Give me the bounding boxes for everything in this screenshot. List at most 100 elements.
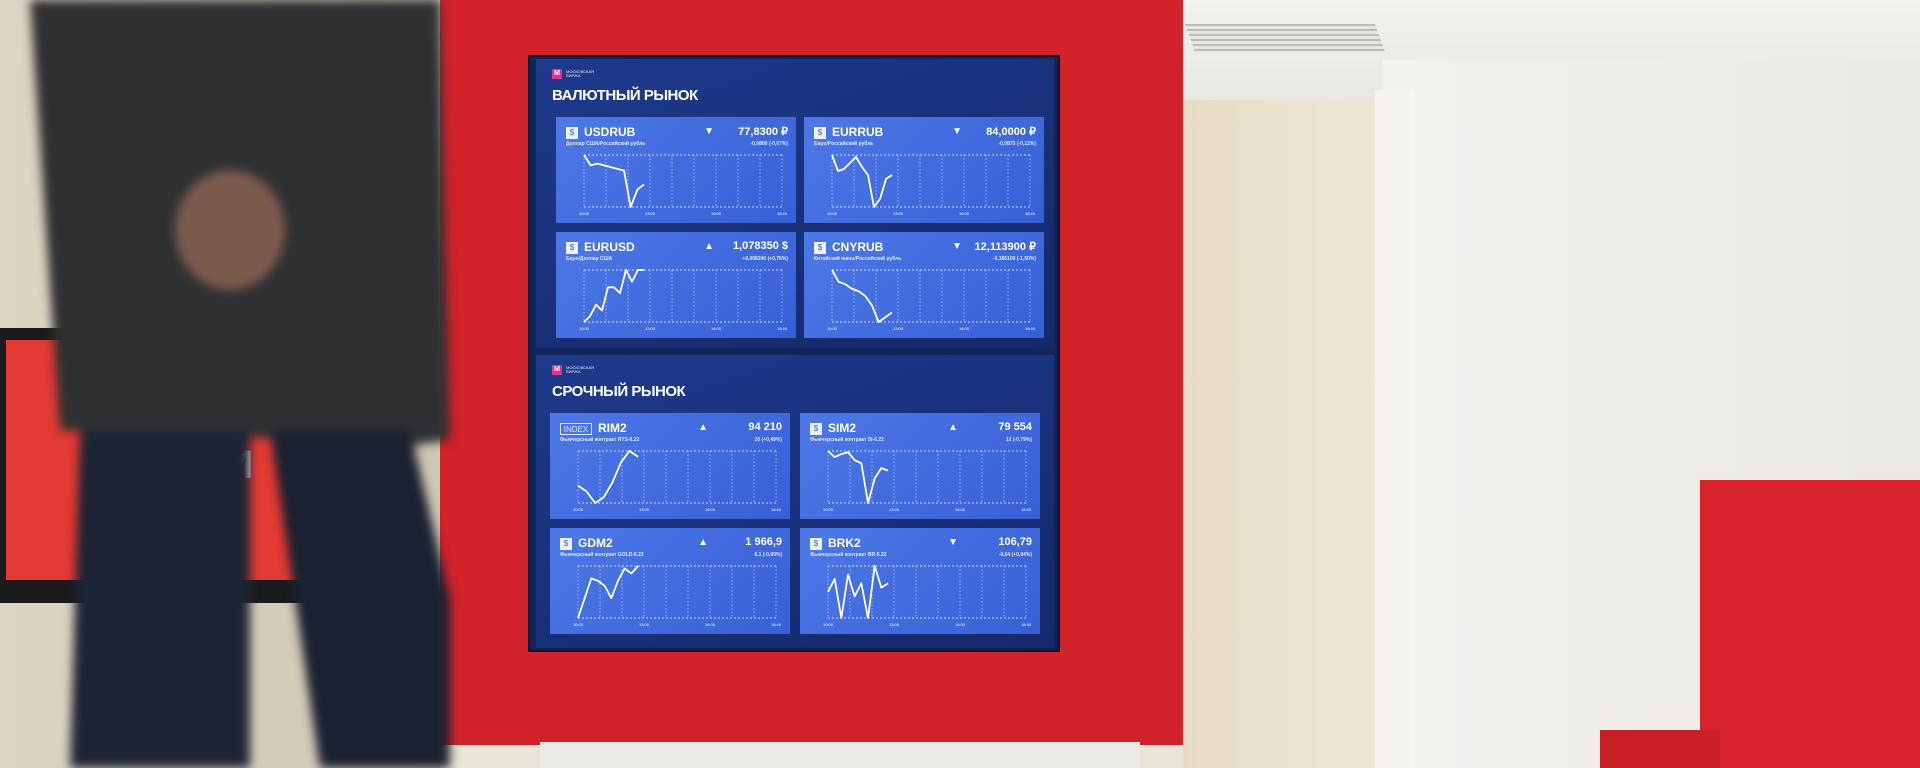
price-change: +0,008240 (+0,76%) (742, 256, 788, 262)
price: 1 966,9 (745, 536, 782, 548)
ticker: BRK2 (828, 536, 861, 550)
price-line (831, 269, 893, 323)
price-line (583, 269, 644, 323)
triangle-down-icon: ▼ (952, 126, 962, 137)
price: 79 554 (998, 421, 1032, 433)
time-tick-label: 18:40 (1025, 211, 1036, 216)
ticker: EURRUB (832, 125, 884, 139)
price-line (583, 154, 645, 208)
triangle-up-icon: ▲ (948, 422, 958, 433)
time-tick-label: 16:00 (955, 622, 966, 627)
time-tick-label: 13:00 (639, 507, 650, 512)
ticker: SIM2 (828, 421, 857, 435)
time-tick-label: 13:00 (639, 622, 650, 627)
walking-person (30, 0, 450, 768)
triangle-down-icon: ▼ (952, 241, 962, 252)
price-line (577, 450, 639, 504)
moex-logo: M МОСКОВСКАЯ БИРЖА (552, 69, 596, 79)
ticker: CNYRUB (832, 240, 884, 254)
time-tick-label: 16:00 (959, 326, 970, 331)
time-tick-label: 18:40 (771, 507, 782, 512)
section-title: СРОЧНЫЙ РЫНОК (552, 383, 686, 400)
price: 94 210 (748, 421, 782, 433)
derivatives-market-section: M МОСКОВСКАЯ БИРЖА СРОЧНЫЙ РЫНОК INDEX RIM… (536, 355, 1054, 648)
intraday-chart: 10:00 13:00 16:00 18:40 (827, 154, 1036, 216)
price-change: -0,04 (+0,04%) (998, 552, 1032, 558)
instrument-name: Фьючерсный контракт BR-5.22 (810, 552, 887, 558)
intraday-chart: 10:00 13:00 16:00 18:40 (573, 450, 782, 512)
triangle-up-icon: ▲ (704, 241, 714, 252)
time-tick-label: 16:00 (959, 211, 970, 216)
currency-exchange-icon: $ (810, 423, 822, 435)
currency-exchange-icon: $ (814, 242, 826, 254)
time-tick-label: 10:00 (823, 622, 834, 627)
time-tick-label: 10:00 (573, 507, 584, 512)
instrument-name: Доллар США/Российский рубль (566, 141, 646, 147)
instrument-name: Фьючерсный контракт GOLD-6.22 (560, 552, 644, 558)
price-change: 12 (-0,79%) (1005, 437, 1032, 443)
price: 77,8300 ₽ (738, 126, 788, 138)
ticker: GDM2 (578, 536, 613, 550)
instrument-card-usdrub: $ USDRUB Доллар США/Российский рубль ▼ 77… (556, 117, 796, 223)
price-line (831, 154, 893, 208)
oil-drop-icon: $ (810, 538, 822, 550)
time-tick-label: 18:40 (1025, 326, 1036, 331)
price-line (577, 565, 639, 619)
time-tick-label: 16:00 (705, 507, 716, 512)
triangle-up-icon: ▲ (698, 422, 708, 433)
intraday-chart: 10:00 13:00 16:00 18:40 (579, 269, 788, 331)
instrument-name: Евро/Доллар США (566, 256, 613, 262)
price-change: 20 (+0,49%) (754, 437, 782, 443)
currency-exchange-icon: $ (814, 127, 826, 139)
time-tick-label: 13:00 (893, 326, 904, 331)
instrument-card-cnyrub: $ CNYRUB Китайский юань/Российский рубль … (804, 232, 1044, 338)
price: 106,79 (998, 536, 1032, 548)
ceiling-vent (1184, 24, 1386, 52)
ticker: RIM2 (598, 421, 627, 435)
instrument-card-eurusd: $ EURUSD Евро/Доллар США ▲ 1,078350 $ +0,… (556, 232, 796, 338)
price-change: 6,1 (-0,09%) (754, 552, 782, 558)
time-tick-label: 13:00 (645, 211, 656, 216)
price-change: -0,0875 (-0,12%) (998, 141, 1036, 147)
time-tick-label: 18:40 (1021, 507, 1032, 512)
index-badge-icon: INDEX (560, 423, 592, 435)
price-line (827, 565, 889, 619)
pillar-base (540, 742, 1140, 768)
time-tick-label: 18:40 (771, 622, 782, 627)
time-tick-label: 10:00 (579, 326, 590, 331)
intraday-chart: 10:00 13:00 16:00 18:40 (823, 450, 1032, 512)
time-tick-label: 10:00 (579, 211, 590, 216)
price: 1,078350 $ (732, 240, 788, 252)
intraday-chart: 10:00 13:00 16:00 18:40 (573, 565, 782, 627)
currency-market-section: M МОСКОВСКАЯ БИРЖА ВАЛЮТНЫЙ РЫНОК $ USDRUB… (536, 59, 1054, 348)
price-line (827, 450, 889, 504)
red-partition (1700, 480, 1920, 768)
time-tick-label: 10:00 (827, 326, 838, 331)
instrument-name: Фьючерсный контракт RTS-6.22 (560, 437, 640, 443)
triangle-down-icon: ▼ (948, 537, 958, 548)
instrument-card-rim2: INDEX RIM2 Фьючерсный контракт RTS-6.22 ▲… (550, 413, 790, 519)
moex-logo: M МОСКОВСКАЯ БИРЖА (552, 365, 596, 375)
instrument-name: Фьючерсный контракт Si-6.22 (810, 437, 884, 443)
time-tick-label: 13:00 (645, 326, 656, 331)
instrument-name: Евро/Российский рубль (814, 141, 874, 147)
time-tick-label: 16:00 (705, 622, 716, 627)
currency-exchange-icon: $ (566, 242, 578, 254)
time-tick-label: 16:00 (955, 507, 966, 512)
price-change: -0,186100 (-1,50%) (992, 256, 1036, 262)
section-title: ВАЛЮТНЫЙ РЫНОК (552, 87, 698, 104)
wall-alcove (1183, 100, 1383, 768)
price: 84,0000 ₽ (986, 126, 1036, 138)
price-change: -0,0800 (-0,67%) (750, 141, 788, 147)
white-pillar (1375, 90, 1415, 768)
instrument-card-brk2: $ BRK2 Фьючерсный контракт BR-5.22 ▼ 106,… (800, 528, 1040, 634)
intraday-chart: 10:00 13:00 16:00 18:40 (579, 154, 788, 216)
time-tick-label: 16:00 (711, 211, 722, 216)
intraday-chart: 10:00 13:00 16:00 18:40 (823, 565, 1032, 627)
ticker: EURUSD (584, 240, 635, 254)
instrument-card-gdm2: $ GDM2 Фьючерсный контракт GOLD-6.22 ▲ 1 … (550, 528, 790, 634)
time-tick-label: 18:40 (777, 326, 788, 331)
triangle-up-icon: ▲ (698, 537, 708, 548)
time-tick-label: 13:00 (889, 507, 900, 512)
gold-icon: $ (560, 538, 572, 550)
